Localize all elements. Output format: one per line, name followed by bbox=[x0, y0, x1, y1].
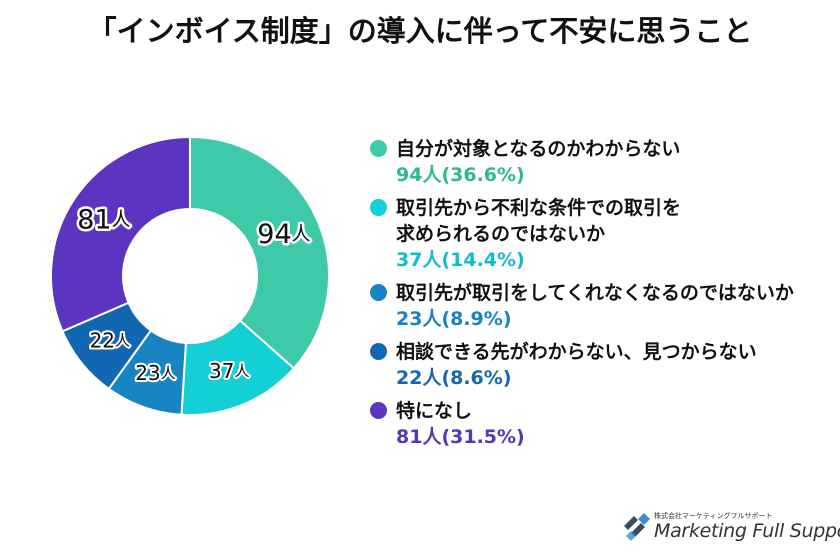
chart-legend: 自分が対象となるのかわからない 94人(36.6%) 取引先から不利な条件での取引を… bbox=[368, 136, 838, 457]
legend-swatch bbox=[370, 343, 387, 360]
donut-slice bbox=[50, 135, 191, 333]
legend-swatch bbox=[370, 140, 387, 157]
legend-label: 相談できる先がわからない、見つからない bbox=[396, 341, 757, 363]
legend-label: 特になし bbox=[396, 400, 473, 422]
legend-value: 94人(36.6%) bbox=[396, 164, 525, 186]
slice-label: 23人 bbox=[135, 361, 175, 385]
legend-item: 特になし 81人(31.5%) bbox=[368, 398, 838, 450]
page-title: 「インボイス制度」の導入に伴って不安に思うこと bbox=[87, 14, 753, 48]
legend-swatch bbox=[370, 402, 387, 419]
logo-name: Marketing Full Support bbox=[654, 520, 840, 542]
slice-label: 81人 bbox=[77, 204, 130, 235]
legend-swatch bbox=[370, 199, 387, 216]
legend-label: 自分が対象となるのかわからない bbox=[396, 138, 681, 160]
slice-label: 37人 bbox=[209, 359, 249, 383]
legend-value: 37人(14.4%) bbox=[396, 249, 525, 271]
legend-value: 81人(31.5%) bbox=[396, 426, 525, 448]
donut-slice bbox=[189, 135, 330, 370]
logo-mark-icon bbox=[624, 513, 650, 541]
legend-label: 求められるのではないか bbox=[396, 223, 606, 245]
legend-label: 取引先が取引をしてくれなくなるのではないか bbox=[396, 282, 794, 304]
legend-item: 取引先が取引をしてくれなくなるのではないか 23人(8.9%) bbox=[368, 280, 838, 332]
logo-subtitle: 株式会社マーケティングフルサポート bbox=[654, 512, 773, 520]
legend-item: 取引先から不利な条件での取引を 求められるのではないか 37人(14.4%) bbox=[368, 195, 838, 273]
legend-item: 自分が対象となるのかわからない 94人(36.6%) bbox=[368, 136, 838, 188]
legend-label: 取引先から不利な条件での取引を bbox=[396, 197, 682, 219]
legend-item: 相談できる先がわからない、見つからない 22人(8.6%) bbox=[368, 339, 838, 391]
company-logo: 株式会社マーケティングフルサポート Marketing Full Support bbox=[622, 508, 840, 546]
slice-label: 94人 bbox=[257, 218, 310, 249]
slice-label: 22人 bbox=[90, 329, 130, 353]
legend-value: 23人(8.9%) bbox=[396, 308, 512, 330]
legend-swatch bbox=[370, 284, 387, 301]
legend-value: 22人(8.6%) bbox=[396, 367, 512, 389]
